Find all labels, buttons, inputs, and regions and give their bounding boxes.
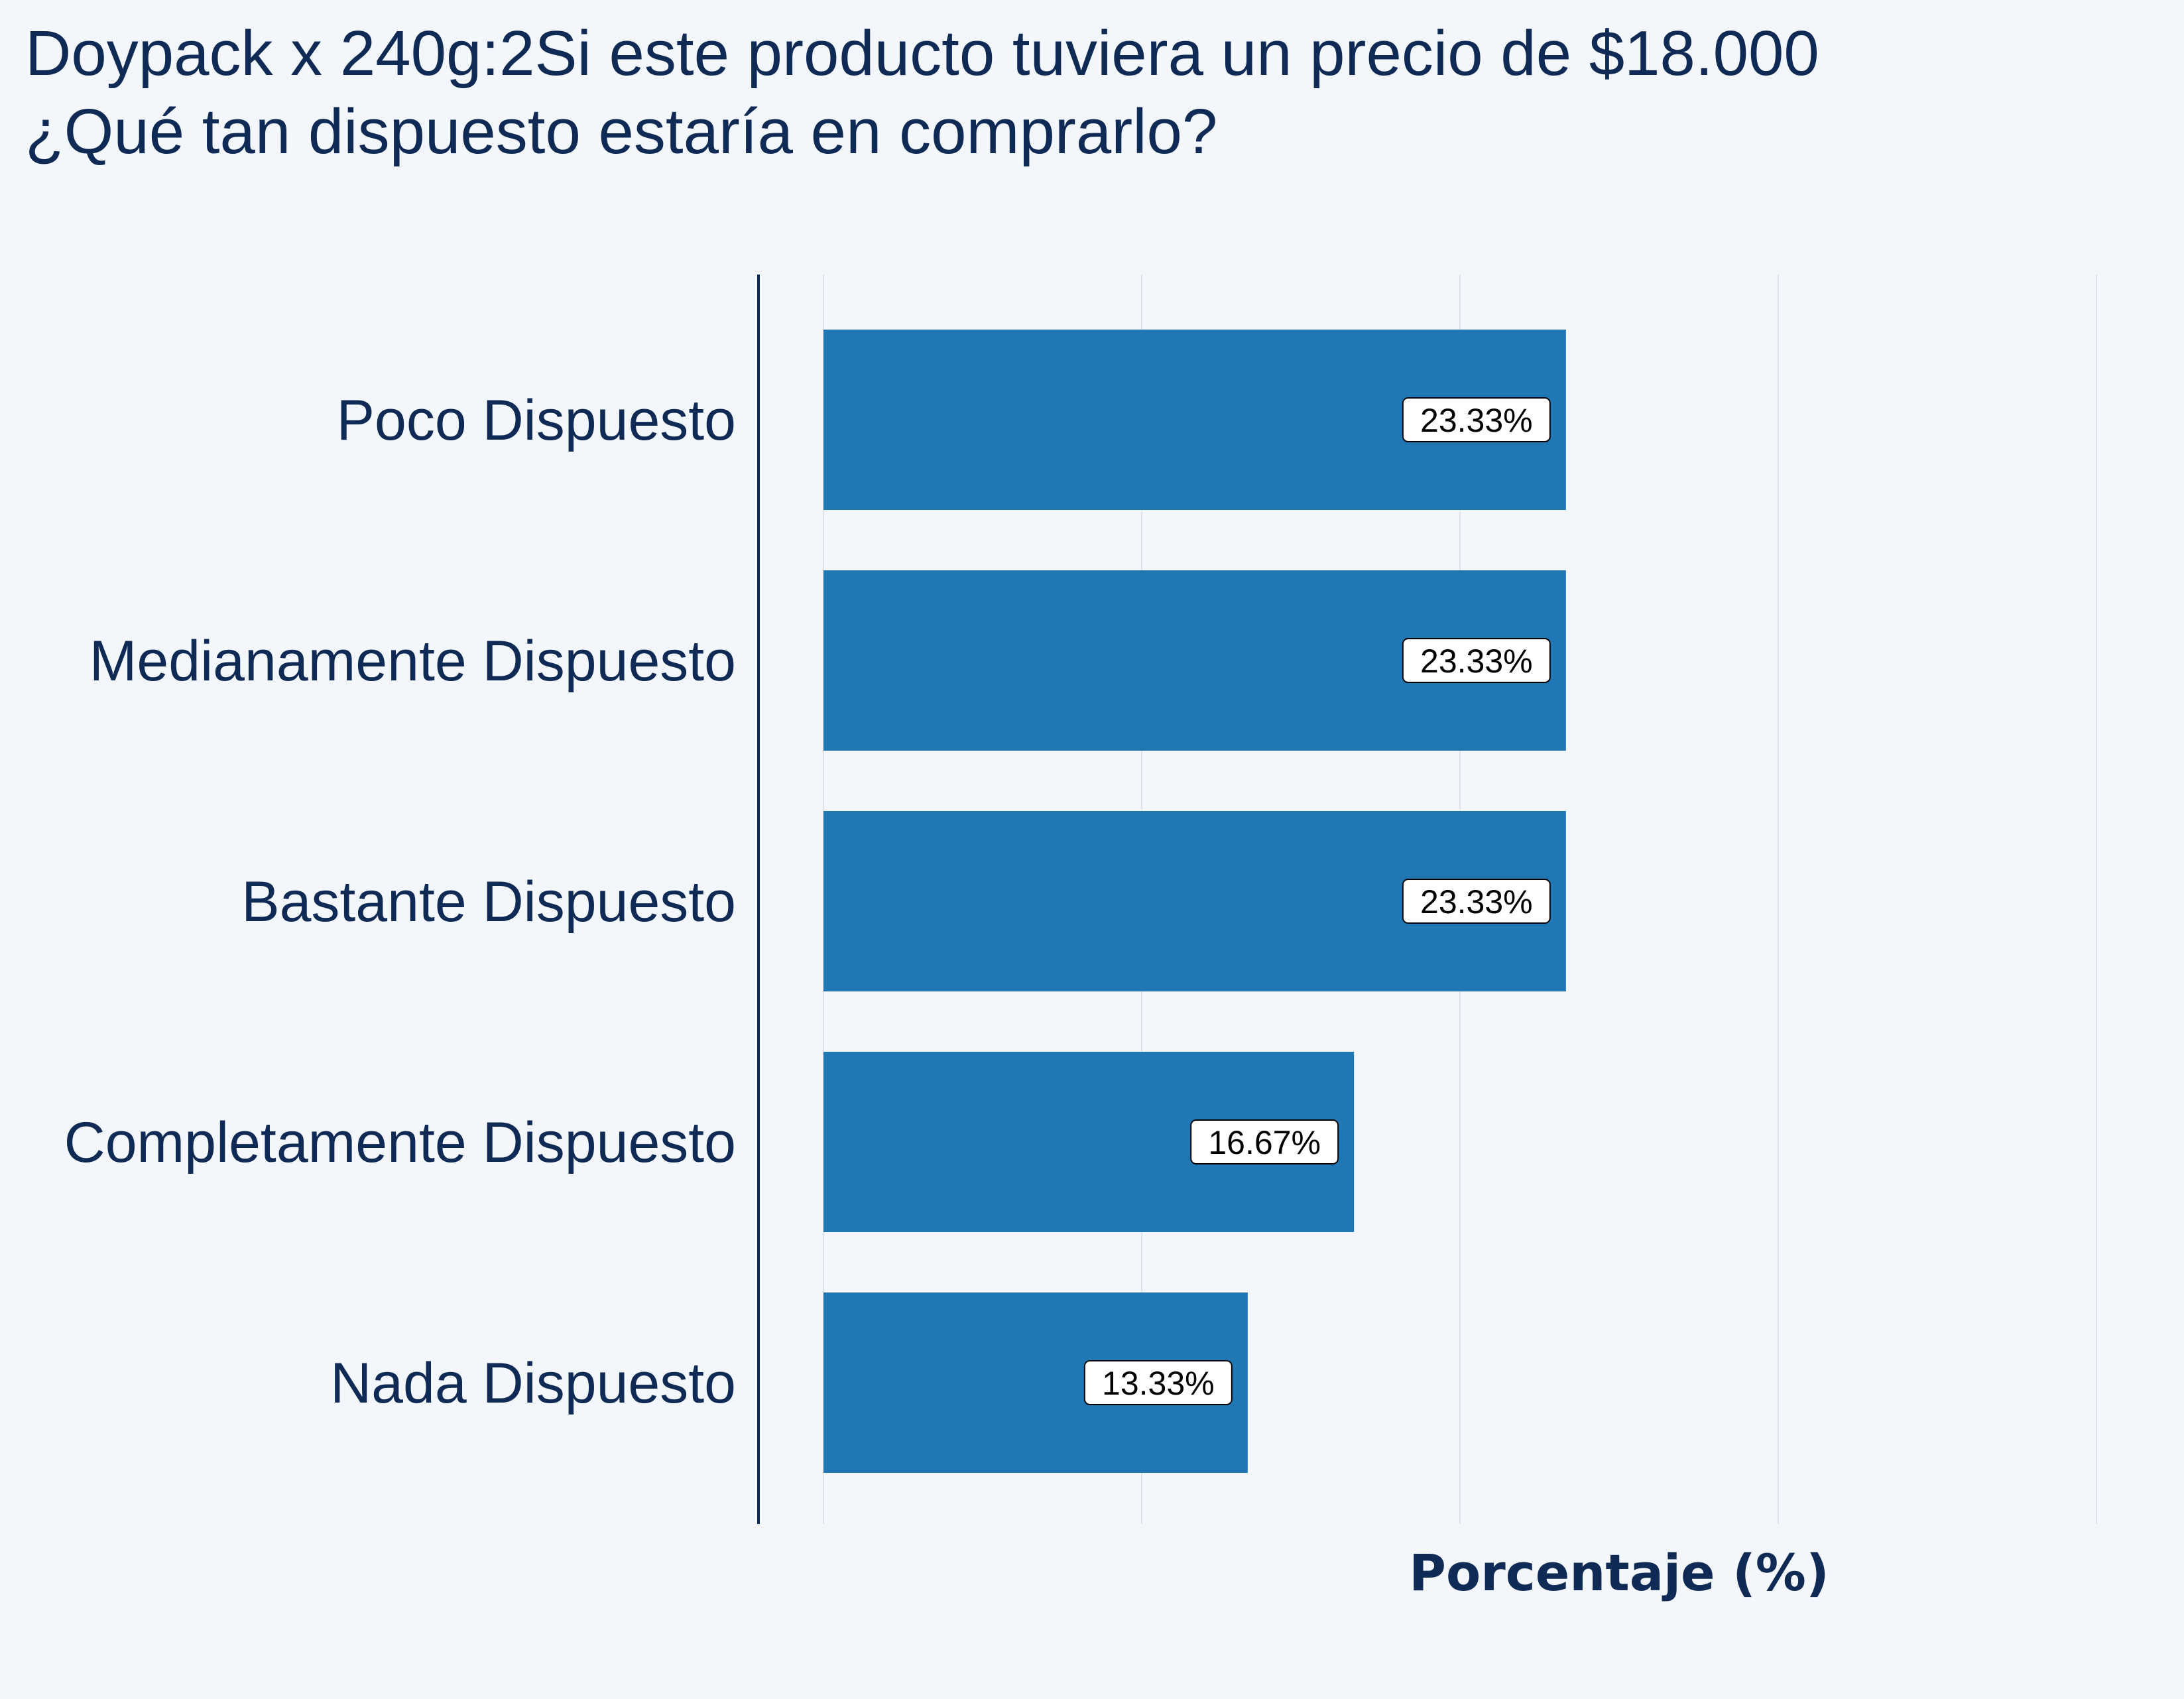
- value-label-text: 23.33%: [1420, 883, 1533, 920]
- x-axis-title: Porcentaje (%): [1409, 1543, 1829, 1602]
- value-labels: 23.33% 23.33% 23.33% 16.67% 13.33%: [1083, 397, 1551, 1405]
- value-label-box: [1083, 1360, 1233, 1405]
- value-label-box: [1402, 397, 1551, 442]
- value-label-text: 23.33%: [1420, 643, 1533, 680]
- value-label-text: 23.33%: [1420, 402, 1533, 439]
- value-label: 23.33%: [1402, 397, 1551, 442]
- category-label: Completamente Dispuesto: [64, 1111, 736, 1174]
- category-label: Nada Dispuesto: [330, 1352, 736, 1415]
- category-label: Poco Dispuesto: [337, 389, 736, 452]
- category-label: Medianamente Dispuesto: [90, 629, 736, 693]
- value-label-box: [1190, 1119, 1339, 1164]
- category-label: Bastante Dispuesto: [241, 870, 736, 934]
- value-label: 23.33%: [1402, 879, 1551, 924]
- value-label: 13.33%: [1083, 1360, 1233, 1405]
- chart-title: Doypack x 240g:2Si este producto tuviera…: [25, 18, 1819, 167]
- value-label-text: 16.67%: [1208, 1124, 1321, 1161]
- value-label: 16.67%: [1190, 1119, 1339, 1164]
- value-label-box: [1402, 879, 1551, 924]
- value-label-box: [1402, 638, 1551, 683]
- value-label-text: 13.33%: [1102, 1365, 1215, 1402]
- category-labels: Poco Dispuesto Medianamente Dispuesto Bast…: [64, 389, 736, 1415]
- value-label: 23.33%: [1402, 638, 1551, 683]
- bars: [823, 330, 1566, 1473]
